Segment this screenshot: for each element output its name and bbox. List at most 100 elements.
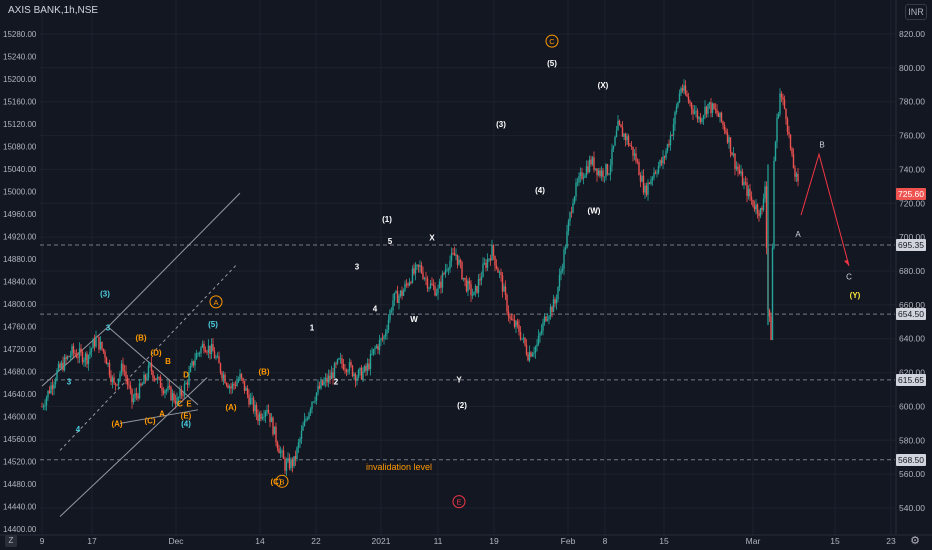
zoom-reset-button[interactable]: Z [5, 535, 17, 547]
candle-body [41, 406, 43, 408]
candle-body [453, 253, 456, 256]
projection-label: (Y) [850, 291, 861, 300]
left-axis-label: 15200.00 [3, 75, 37, 84]
gear-icon[interactable]: ⚙ [910, 535, 920, 547]
left-axis-label: 15160.00 [3, 98, 37, 107]
candle-body [255, 404, 258, 415]
candle-body [726, 133, 729, 143]
candle-body [641, 175, 643, 182]
candle-body [564, 247, 567, 251]
candle-body [437, 288, 439, 294]
candle-body [593, 157, 595, 170]
candle-body [642, 175, 645, 193]
candle-body [251, 397, 253, 399]
candle-body [365, 366, 367, 371]
candle-body [303, 419, 306, 426]
candle-body [542, 322, 544, 331]
candle-body [314, 400, 316, 402]
candle-body [623, 133, 625, 137]
candle-body [731, 152, 733, 156]
candle-body [305, 419, 307, 421]
candle-body [59, 363, 61, 368]
candle-body [491, 245, 493, 261]
candle-body [500, 272, 502, 276]
symbol-header[interactable]: AXIS BANK , 1h , NSE [8, 5, 98, 16]
candle-body [737, 166, 739, 171]
candle-body [188, 371, 190, 385]
candle-body [236, 381, 238, 387]
candle-body [456, 254, 459, 265]
candle-body [227, 385, 229, 388]
candle-body [110, 375, 112, 383]
candle-body [759, 207, 762, 217]
candle-body [297, 442, 300, 448]
candle-body [357, 370, 360, 378]
candle-body [321, 380, 324, 385]
candle-body [627, 136, 630, 145]
circled-wave-marker [275, 474, 289, 488]
candle-body [575, 182, 577, 197]
candle-body [657, 166, 660, 173]
candle-body [312, 401, 315, 403]
candle-body [341, 358, 343, 364]
wave-label: (3) [496, 120, 506, 129]
candle-body [326, 377, 328, 383]
currency-badge[interactable]: INR [905, 4, 927, 20]
candle-body [233, 383, 235, 385]
candle-body [474, 285, 477, 292]
candle-body [105, 357, 108, 365]
candle-body [122, 363, 124, 371]
candle-body [639, 175, 642, 182]
candle-body [156, 376, 159, 380]
right-axis-label: 740.00 [899, 164, 925, 174]
candle-body [621, 127, 624, 137]
candle-body [717, 113, 720, 118]
x-tick-label: 14 [255, 536, 265, 546]
candle-body [290, 459, 292, 469]
candle-body [555, 299, 558, 304]
candle-body [675, 106, 678, 112]
candle-body [167, 385, 169, 390]
candle-body [465, 280, 468, 292]
candle-body [74, 352, 76, 354]
candle-body [756, 204, 759, 214]
candle-body [119, 373, 121, 379]
candle-body [359, 367, 361, 371]
left-axis-label: 14600.00 [3, 413, 37, 422]
candle-body [650, 179, 652, 184]
candle-body [521, 338, 523, 340]
left-axis-label: 14840.00 [3, 278, 37, 287]
wave-label: (5) [208, 320, 218, 329]
candle-body [789, 134, 792, 149]
candle-body [78, 348, 81, 358]
candle-body [192, 361, 195, 366]
wave-label: (1) [382, 215, 392, 224]
channel-line [59, 377, 208, 517]
candle-body [350, 362, 352, 366]
wave-label: B [165, 357, 171, 366]
right-axis-label: 640.00 [899, 334, 925, 344]
candle-body [597, 170, 600, 176]
candle-body [186, 382, 189, 385]
candle-body [173, 393, 175, 401]
right-axis-label: 580.00 [899, 435, 925, 445]
candle-body [146, 377, 148, 380]
candle-body [785, 108, 787, 120]
candle-body [645, 185, 648, 195]
right-axis-label: 620.00 [899, 368, 925, 378]
candle-body [738, 170, 741, 174]
candle-body [671, 135, 673, 137]
left-axis-label: 14640.00 [3, 390, 37, 399]
candle-body [711, 103, 714, 114]
right-axis-label: 760.00 [899, 131, 925, 141]
candle-body [117, 378, 120, 385]
candle-body [636, 161, 639, 162]
candle-body [401, 290, 403, 296]
candle-body [51, 385, 54, 389]
candle-body [450, 253, 453, 262]
candle-body [393, 292, 396, 301]
candle-body [530, 352, 532, 357]
candle-body [210, 344, 213, 354]
candle-body [723, 124, 726, 131]
